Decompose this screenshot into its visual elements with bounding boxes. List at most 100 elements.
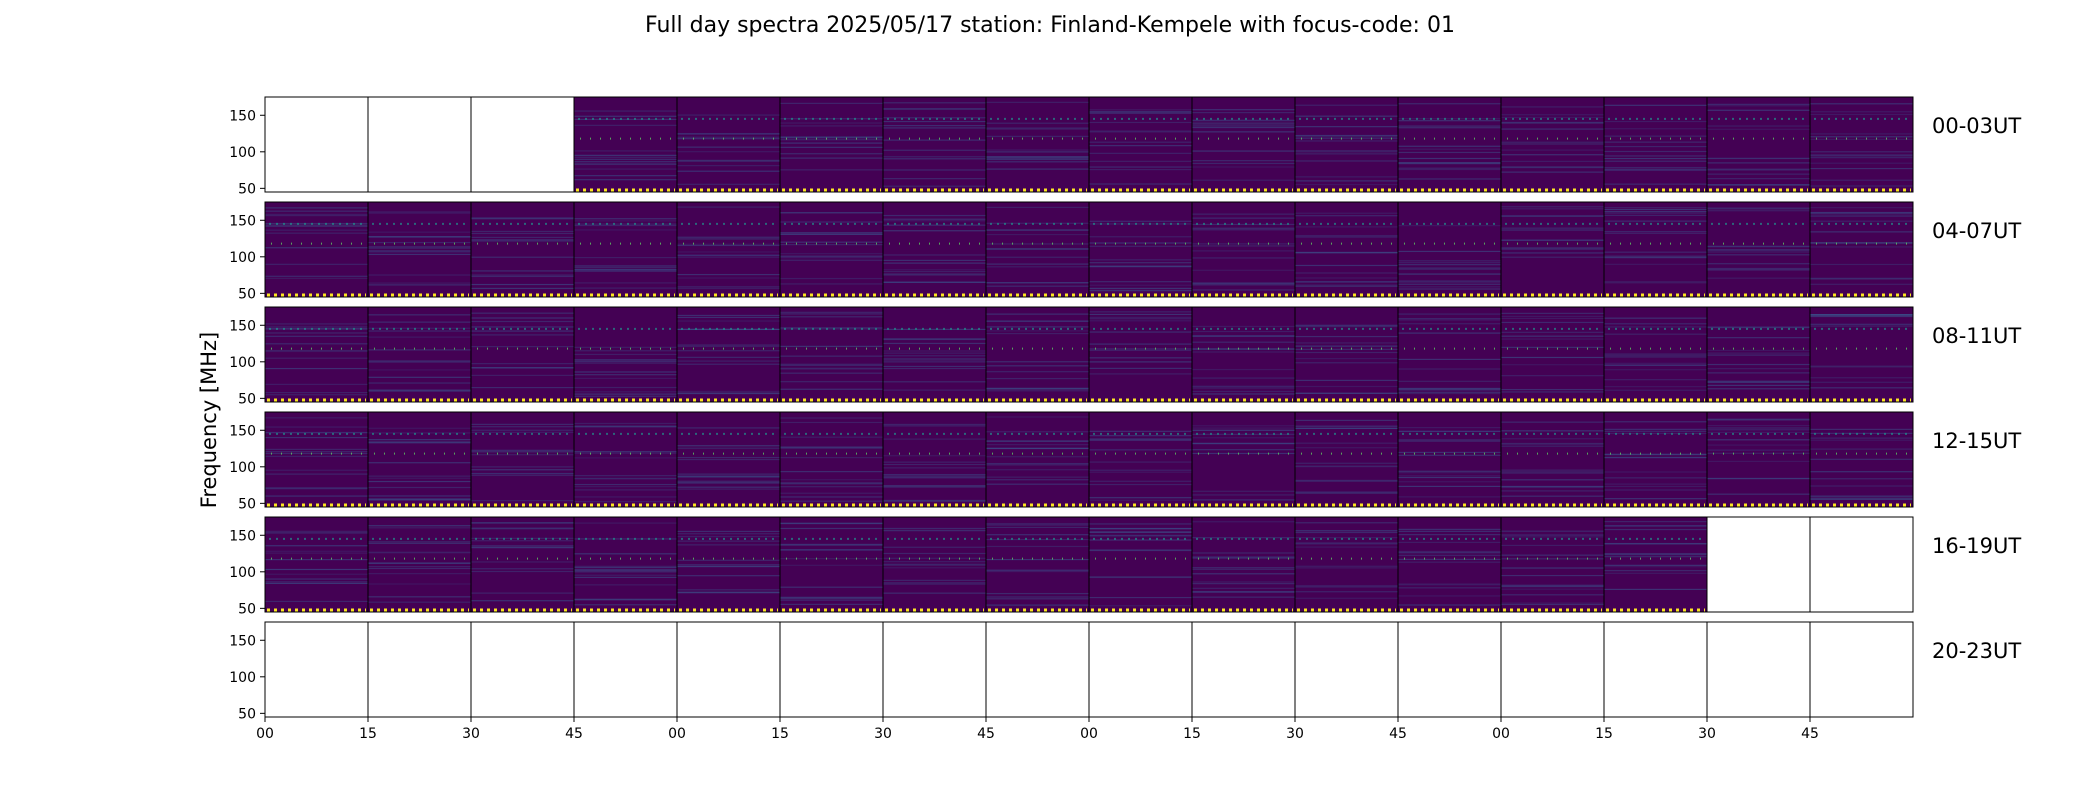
panel	[1500, 516, 1605, 613]
noise-line	[1604, 364, 1707, 366]
noise-line	[780, 221, 883, 223]
noise-line	[471, 454, 574, 456]
noise-line	[883, 342, 986, 345]
noise-line	[883, 358, 986, 360]
noise-line	[1707, 184, 1810, 186]
noise-line	[1604, 525, 1707, 527]
panel-empty	[1707, 622, 1810, 717]
noise-line	[883, 583, 986, 585]
noise-line	[883, 557, 986, 559]
noise-line	[1089, 141, 1192, 143]
noise-line	[1707, 173, 1810, 175]
noise-line	[1295, 466, 1398, 468]
noise-line	[368, 525, 471, 527]
noise-line	[1604, 210, 1707, 213]
panel-background	[1398, 412, 1501, 507]
noise-line	[677, 475, 780, 477]
noise-line	[471, 500, 574, 502]
noise-line	[368, 360, 471, 362]
noise-line	[986, 387, 1089, 389]
noise-line	[1398, 584, 1501, 586]
panel	[1809, 306, 1914, 403]
noise-line	[1707, 105, 1810, 107]
noise-line	[1089, 236, 1192, 238]
noise-line	[1810, 439, 1913, 441]
panel-frame	[1809, 411, 1914, 508]
noise-line	[677, 136, 780, 138]
panel	[1397, 411, 1502, 508]
noise-line	[780, 345, 883, 347]
noise-line	[1604, 369, 1707, 371]
noise-line	[1604, 326, 1707, 328]
noise-line	[265, 207, 368, 209]
noise-line	[1501, 331, 1604, 333]
noise-line	[1707, 372, 1810, 374]
noise-line	[1398, 118, 1501, 120]
noise-line	[986, 263, 1089, 265]
noise-line	[1192, 390, 1295, 393]
noise-line	[883, 486, 986, 488]
noise-line	[368, 441, 471, 443]
noise-line	[986, 243, 1089, 245]
panel-background	[1089, 307, 1192, 402]
noise-line	[265, 450, 368, 453]
noise-line	[574, 265, 677, 267]
noise-line	[574, 553, 677, 555]
noise-line	[677, 328, 780, 331]
noise-line	[265, 275, 368, 277]
noise-line	[368, 314, 471, 316]
row-08-11UT: 150 100 50 08-11UT	[229, 306, 2021, 407]
noise-line	[1192, 223, 1295, 226]
noise-line	[574, 154, 677, 156]
noise-line	[1501, 469, 1604, 471]
noise-line	[1501, 229, 1604, 231]
noise-line	[574, 565, 677, 567]
noise-line	[986, 285, 1089, 287]
panel	[1088, 201, 1193, 298]
noise-line	[471, 386, 574, 389]
noise-line	[883, 281, 986, 283]
panel	[573, 621, 678, 718]
noise-line	[1604, 379, 1707, 381]
noise-line	[1295, 491, 1398, 493]
noise-line	[368, 601, 471, 603]
noise-line	[1398, 332, 1501, 334]
noise-line	[883, 214, 986, 217]
noise-line	[1295, 597, 1398, 599]
noise-line	[1604, 255, 1707, 257]
noise-line	[1295, 362, 1398, 364]
noise-line	[471, 232, 574, 235]
panel-background	[883, 307, 986, 402]
noise-line	[1192, 289, 1295, 291]
y-tick-label: 150	[229, 213, 256, 229]
noise-line	[883, 127, 986, 129]
noise-line	[883, 455, 986, 457]
noise-line	[574, 268, 677, 271]
noise-line	[677, 159, 780, 161]
noise-line	[986, 570, 1089, 573]
noise-line	[1810, 263, 1913, 266]
noise-line	[1398, 387, 1501, 389]
noise-line	[1604, 556, 1707, 558]
noise-line	[677, 575, 780, 577]
noise-line	[986, 463, 1089, 465]
noise-line	[1604, 477, 1707, 479]
panel	[1500, 306, 1605, 403]
noise-line	[1501, 154, 1604, 156]
noise-line	[1089, 576, 1192, 579]
noise-line	[1810, 185, 1913, 187]
panel	[1603, 621, 1708, 718]
noise-line	[1089, 496, 1192, 499]
noise-line	[1604, 208, 1707, 211]
noise-line	[1089, 373, 1192, 375]
noise-line	[677, 256, 780, 259]
panel	[1706, 411, 1811, 508]
panel-empty	[1089, 622, 1192, 717]
noise-line	[265, 452, 368, 455]
panel-background	[1192, 202, 1295, 297]
noise-line	[1810, 103, 1913, 105]
noise-line	[1089, 357, 1192, 359]
noise-line	[265, 469, 368, 471]
noise-line	[368, 321, 471, 323]
panel-background	[368, 202, 471, 297]
